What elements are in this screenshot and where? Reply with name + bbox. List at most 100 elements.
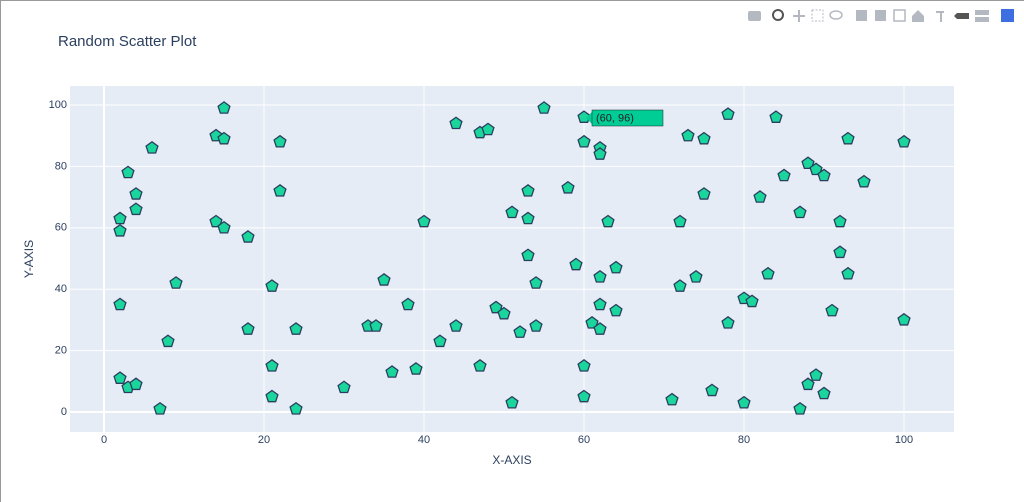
plot-area bbox=[70, 86, 954, 432]
scatter-point bbox=[897, 134, 911, 148]
scatter-point bbox=[449, 319, 463, 332]
scatter-point bbox=[369, 319, 383, 332]
scatter-point bbox=[489, 300, 503, 314]
scatter-point bbox=[577, 389, 591, 403]
scatter-point bbox=[401, 297, 415, 311]
scatter-point bbox=[265, 358, 279, 372]
hover-pointer bbox=[586, 112, 592, 124]
y-tick-label: 40 bbox=[55, 283, 67, 295]
scatter-point bbox=[761, 266, 775, 280]
scatter-point bbox=[697, 131, 711, 145]
scatter-point bbox=[793, 401, 807, 415]
scatter-point bbox=[609, 260, 623, 274]
plotly-logo[interactable] bbox=[1001, 9, 1014, 22]
scatter-point bbox=[577, 134, 591, 148]
scatter-point bbox=[753, 190, 767, 203]
chart-title: Random Scatter Plot bbox=[58, 33, 197, 50]
scatter-point bbox=[689, 269, 703, 283]
hover-compare-icon-top[interactable] bbox=[975, 10, 989, 15]
scatter-point bbox=[529, 276, 543, 289]
scatter-point bbox=[601, 214, 615, 228]
scatter-point bbox=[537, 101, 551, 114]
x-tick-label: 100 bbox=[895, 434, 913, 446]
reset-icon[interactable] bbox=[912, 10, 924, 22]
x-tick-label: 60 bbox=[578, 434, 590, 446]
scatter-point bbox=[521, 183, 535, 197]
scatter-point bbox=[841, 266, 855, 280]
scatter-point bbox=[697, 187, 711, 200]
scatter-point bbox=[745, 294, 759, 308]
scatter-point bbox=[833, 214, 847, 228]
scatter-point bbox=[825, 303, 839, 317]
spike-icon[interactable] bbox=[936, 11, 944, 22]
modebar bbox=[748, 9, 1014, 22]
pan-icon[interactable] bbox=[793, 10, 805, 22]
scatter-point bbox=[897, 312, 911, 326]
scatter-point bbox=[809, 368, 823, 381]
scatter-point bbox=[113, 223, 127, 237]
hover: (60, 96) bbox=[586, 109, 664, 127]
scatter-point bbox=[449, 116, 463, 130]
scatter-point bbox=[129, 202, 143, 216]
scatter-point bbox=[113, 371, 127, 384]
scatter-point bbox=[777, 168, 791, 182]
scatter-point bbox=[113, 211, 127, 225]
scatter-point bbox=[289, 322, 303, 335]
scatter-point bbox=[561, 180, 575, 194]
scatter-point bbox=[665, 392, 679, 406]
scatter-point bbox=[273, 183, 287, 197]
scatter-point bbox=[161, 334, 175, 348]
camera-icon[interactable] bbox=[748, 11, 761, 21]
x-axis-label: X-AXIS bbox=[492, 453, 531, 467]
scatter-point bbox=[609, 303, 623, 317]
zoom-icon[interactable] bbox=[772, 9, 784, 21]
scatter-point bbox=[217, 220, 231, 234]
scatter-point bbox=[593, 322, 607, 335]
y-tick-label: 0 bbox=[61, 406, 67, 418]
scatter-point bbox=[769, 110, 783, 123]
scatter-point bbox=[793, 205, 807, 219]
scatter-point bbox=[841, 131, 855, 145]
hover-closest-icon[interactable] bbox=[954, 13, 969, 19]
scatter-point bbox=[129, 187, 143, 200]
y-tick-label: 20 bbox=[55, 345, 67, 357]
y-axis-label: Y-AXIS bbox=[22, 240, 36, 278]
scatter-point bbox=[721, 107, 735, 120]
autoscale-icon[interactable] bbox=[893, 9, 906, 22]
scatter-point bbox=[673, 214, 687, 228]
scatter-point bbox=[705, 383, 719, 397]
hover-box bbox=[591, 109, 664, 127]
scatter-point bbox=[593, 269, 607, 283]
x-tick-label: 0 bbox=[101, 434, 107, 446]
scatter-point bbox=[145, 141, 159, 154]
scatter-point bbox=[817, 386, 831, 400]
scatter-point bbox=[337, 380, 351, 394]
scatter-point bbox=[169, 276, 183, 289]
scatter-point bbox=[217, 131, 231, 145]
scatter-point bbox=[129, 377, 143, 391]
scatter-point bbox=[481, 122, 495, 136]
scatter-point bbox=[721, 316, 735, 329]
scatter-point bbox=[505, 205, 519, 219]
scatter-point bbox=[817, 168, 831, 182]
scatter-point bbox=[377, 273, 391, 286]
scatter-point bbox=[417, 214, 431, 228]
scatter-point bbox=[521, 211, 535, 225]
scatter-point bbox=[113, 297, 127, 311]
scatter-point bbox=[593, 147, 607, 160]
scatter-point bbox=[513, 325, 527, 338]
hover-compare-icon-bottom[interactable] bbox=[975, 17, 989, 22]
zoom-in-icon[interactable] bbox=[856, 10, 867, 21]
scatter-point bbox=[585, 316, 599, 329]
zoom-out-icon[interactable] bbox=[875, 10, 886, 21]
scatter-point bbox=[529, 319, 543, 332]
box-select-icon[interactable] bbox=[811, 9, 824, 22]
scatter-point bbox=[857, 174, 871, 188]
scatter-point bbox=[209, 214, 223, 228]
lasso-icon[interactable] bbox=[829, 10, 843, 20]
scatter-point bbox=[809, 162, 823, 176]
scatter-point bbox=[681, 128, 695, 142]
scatter-point bbox=[433, 334, 447, 348]
